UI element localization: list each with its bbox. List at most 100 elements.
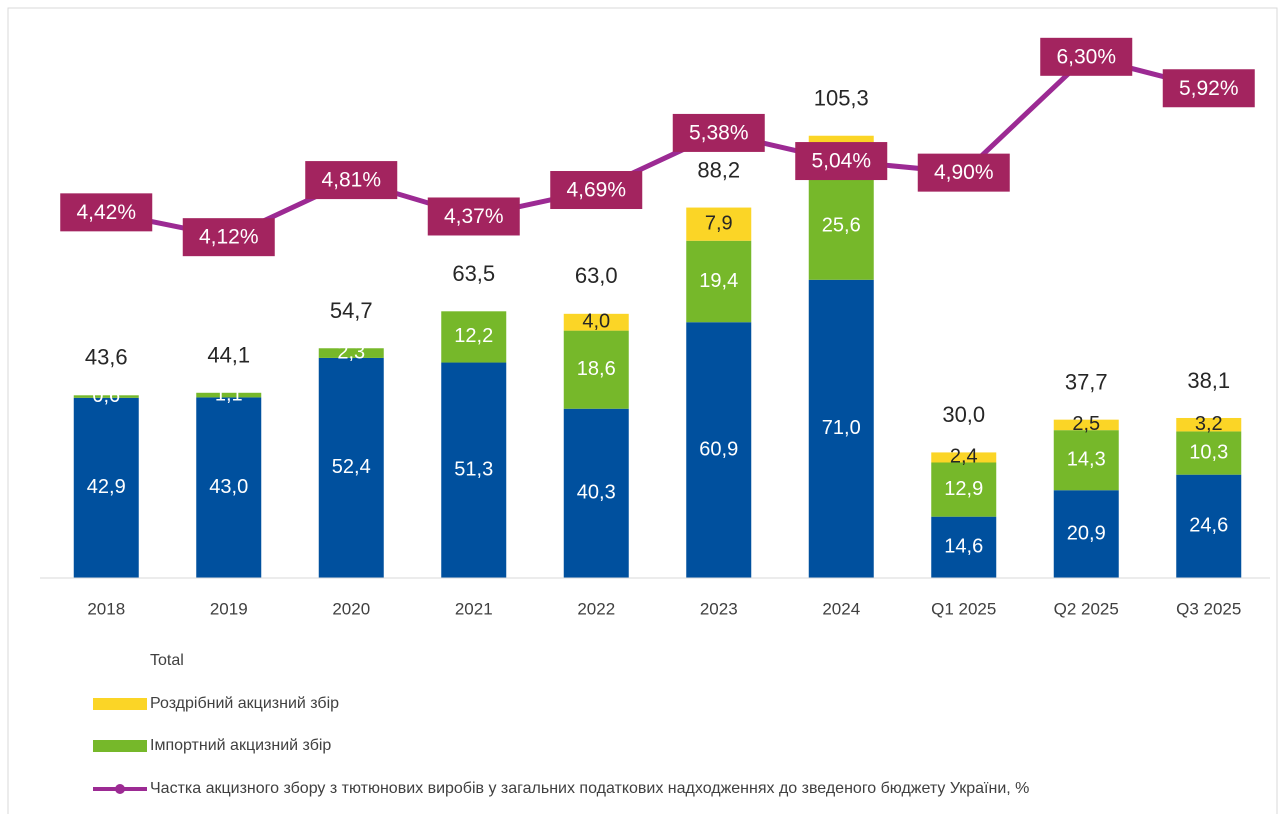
data-label: 40,3 bbox=[577, 482, 616, 504]
line-label: 4,42% bbox=[76, 201, 136, 224]
data-label: 20,9 bbox=[1067, 522, 1106, 544]
bar-segment bbox=[686, 207, 752, 241]
data-label: 2,4 bbox=[950, 446, 978, 468]
bar-segment bbox=[563, 313, 629, 331]
data-label: 4,0 bbox=[582, 311, 610, 333]
total-label: 43,6 bbox=[85, 345, 128, 370]
bar-segment bbox=[563, 408, 629, 578]
line-label-box bbox=[917, 153, 1010, 192]
x-tick-label: Q2 2025 bbox=[1054, 599, 1119, 618]
line-label-box bbox=[1040, 37, 1133, 76]
line-label: 5,04% bbox=[811, 150, 871, 173]
total-label: 37,7 bbox=[1065, 369, 1108, 394]
total-label: 88,2 bbox=[697, 157, 740, 182]
legend-label: Імпортний акцизний збір bbox=[150, 737, 331, 754]
chart-frame bbox=[7, 7, 1278, 814]
bar-segment bbox=[563, 330, 629, 409]
total-label: 63,0 bbox=[575, 263, 618, 288]
total-label: 30,0 bbox=[942, 402, 985, 427]
x-tick-label: 2018 bbox=[87, 599, 125, 618]
data-label: 14,3 bbox=[1067, 448, 1106, 470]
line-label: 4,37% bbox=[444, 205, 504, 228]
legend-swatch bbox=[93, 740, 147, 752]
legend-label: Частка акцизного збору з тютюнових вироб… bbox=[150, 780, 1029, 797]
data-label: 19,4 bbox=[699, 270, 738, 292]
bar-segment bbox=[196, 397, 262, 578]
data-label: 52,4 bbox=[332, 456, 371, 478]
line-label-box bbox=[305, 161, 398, 200]
line-label-box bbox=[182, 218, 275, 257]
data-label: 42,9 bbox=[87, 476, 126, 498]
x-tick-label: 2022 bbox=[577, 599, 615, 618]
legend-swatch bbox=[93, 698, 147, 710]
bar-segment bbox=[808, 279, 874, 578]
bar-segment bbox=[1176, 417, 1242, 432]
line-label: 4,12% bbox=[199, 226, 259, 249]
data-label: 51,3 bbox=[454, 459, 493, 481]
data-label: 24,6 bbox=[1189, 515, 1228, 537]
line-label: 5,92% bbox=[1179, 77, 1239, 100]
line-label: 5,38% bbox=[689, 121, 749, 144]
line-label-box bbox=[1162, 69, 1255, 108]
line-label-box bbox=[672, 113, 765, 152]
x-tick-label: Q3 2025 bbox=[1176, 599, 1241, 618]
bar-segment bbox=[1053, 430, 1119, 491]
total-label: 105,3 bbox=[814, 86, 869, 111]
bar-segment bbox=[318, 357, 384, 578]
line-label: 4,90% bbox=[934, 161, 994, 184]
data-label: 25,6 bbox=[822, 214, 861, 236]
bar-segment bbox=[318, 348, 384, 358]
data-label: 71,0 bbox=[822, 417, 861, 439]
bar-segment bbox=[73, 395, 139, 398]
line-label-box bbox=[427, 197, 520, 236]
data-label: 10,3 bbox=[1189, 441, 1228, 463]
legend-label: Total bbox=[150, 652, 184, 669]
line-label: 4,81% bbox=[321, 169, 381, 192]
data-label: 18,6 bbox=[577, 358, 616, 380]
legend-label: Роздрібний акцизний збір bbox=[150, 695, 339, 712]
total-label: 38,1 bbox=[1187, 368, 1230, 393]
x-tick-label: 2019 bbox=[210, 599, 248, 618]
line-label: 4,69% bbox=[566, 179, 626, 202]
x-tick-label: 2023 bbox=[700, 599, 738, 618]
legend-marker bbox=[115, 784, 125, 794]
x-tick-label: 2024 bbox=[822, 599, 860, 618]
bar-segment bbox=[196, 392, 262, 398]
data-label: 2,5 bbox=[1072, 413, 1100, 435]
bar-segment bbox=[931, 516, 997, 578]
bar-segment bbox=[1053, 419, 1119, 431]
x-tick-label: 2020 bbox=[332, 599, 370, 618]
bar-segment bbox=[1176, 474, 1242, 578]
total-label: 63,5 bbox=[452, 261, 495, 286]
bar-segment bbox=[808, 172, 874, 280]
bar-segment bbox=[73, 397, 139, 578]
data-label: 2,3 bbox=[337, 341, 365, 363]
line-label-box bbox=[60, 193, 153, 232]
line-label-box bbox=[550, 171, 643, 210]
bar-segment bbox=[931, 452, 997, 463]
data-label: 0,6 bbox=[92, 385, 120, 407]
total-label: 44,1 bbox=[207, 343, 250, 368]
line-label-box bbox=[795, 142, 888, 181]
bar-segment bbox=[1176, 431, 1242, 475]
x-tick-label: 2021 bbox=[455, 599, 493, 618]
line-series bbox=[105, 54, 1210, 240]
data-label: 1,1 bbox=[215, 383, 243, 405]
data-label: 3,2 bbox=[1195, 413, 1223, 435]
data-label: 43,0 bbox=[209, 476, 248, 498]
total-label: 54,7 bbox=[330, 298, 373, 323]
data-label: 14,6 bbox=[944, 536, 983, 558]
x-tick-label: Q1 2025 bbox=[931, 599, 996, 618]
data-label: 12,9 bbox=[944, 478, 983, 500]
line-label: 6,30% bbox=[1056, 45, 1116, 68]
bar-segment bbox=[686, 322, 752, 578]
data-label: 60,9 bbox=[699, 438, 738, 460]
data-label: 12,2 bbox=[454, 325, 493, 347]
bar-segment bbox=[686, 240, 752, 323]
bar-segment bbox=[441, 362, 507, 578]
bar-segment bbox=[1053, 490, 1119, 578]
bar-segment bbox=[441, 311, 507, 363]
bar-segment bbox=[931, 462, 997, 517]
data-label: 7,9 bbox=[705, 212, 733, 234]
